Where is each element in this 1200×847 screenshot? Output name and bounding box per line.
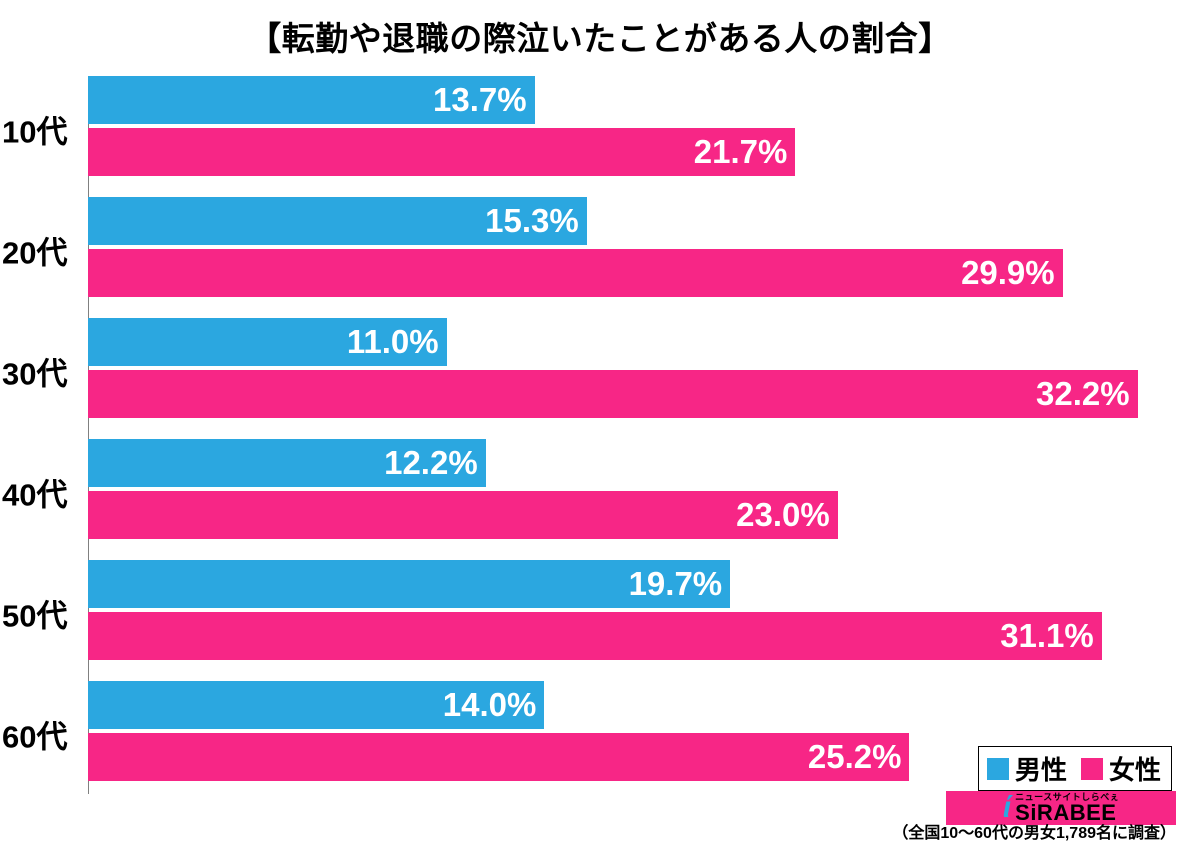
chart-title: 【転勤や退職の際泣いたことがある人の割合】 (0, 0, 1200, 68)
bar-value-label: 12.2% (384, 444, 478, 482)
bar (88, 370, 1138, 418)
legend-item-female: 女性 (1081, 750, 1161, 787)
bar-row: 31.1% (88, 612, 1180, 660)
legend: 男性 女性 (978, 746, 1172, 791)
category-label: 30代 (2, 348, 82, 393)
bar-value-label: 23.0% (736, 496, 830, 534)
legend-item-male: 男性 (987, 750, 1067, 787)
category-label: 20代 (2, 227, 82, 272)
bar-row: 29.9% (88, 249, 1180, 297)
legend-label-female: 女性 (1109, 750, 1161, 787)
bar-value-label: 21.7% (694, 133, 788, 171)
bar-row: 23.0% (88, 491, 1180, 539)
bar-value-label: 25.2% (808, 738, 902, 776)
footnote: （全国10～60代の男女1,789名に調査） (892, 819, 1176, 843)
bar-value-label: 13.7% (433, 81, 527, 119)
bar-group: 50代19.7%31.1% (88, 552, 1180, 673)
bar-group: 20代15.3%29.9% (88, 189, 1180, 310)
bar (88, 491, 838, 539)
bar-row: 13.7% (88, 76, 1180, 124)
bar-value-label: 11.0% (347, 323, 439, 361)
bar-row: 12.2% (88, 439, 1180, 487)
bar (88, 249, 1063, 297)
bar-row: 15.3% (88, 197, 1180, 245)
category-label: 50代 (2, 590, 82, 635)
bar (88, 612, 1102, 660)
bar (88, 128, 795, 176)
bar-row: 11.0% (88, 318, 1180, 366)
bar-value-label: 14.0% (443, 686, 537, 724)
bar-group: 40代12.2%23.0% (88, 431, 1180, 552)
category-label: 10代 (2, 106, 82, 151)
category-label: 60代 (2, 711, 82, 756)
category-label: 40代 (2, 469, 82, 514)
bar-value-label: 31.1% (1000, 617, 1094, 655)
bar-value-label: 29.9% (961, 254, 1055, 292)
bar-group: 10代13.7%21.7% (88, 68, 1180, 189)
bar-group: 30代11.0%32.2% (88, 310, 1180, 431)
bar-chart: 10代13.7%21.7%20代15.3%29.9%30代11.0%32.2%4… (88, 68, 1180, 798)
bar (88, 733, 909, 781)
legend-label-male: 男性 (1015, 750, 1067, 787)
bar-value-label: 19.7% (629, 565, 723, 603)
legend-swatch-male (987, 758, 1009, 780)
bar-row: 19.7% (88, 560, 1180, 608)
bar-value-label: 32.2% (1036, 375, 1130, 413)
bar-row: 32.2% (88, 370, 1180, 418)
bar-row: 14.0% (88, 681, 1180, 729)
legend-swatch-female (1081, 758, 1103, 780)
bar-row: 21.7% (88, 128, 1180, 176)
bar-value-label: 15.3% (485, 202, 579, 240)
